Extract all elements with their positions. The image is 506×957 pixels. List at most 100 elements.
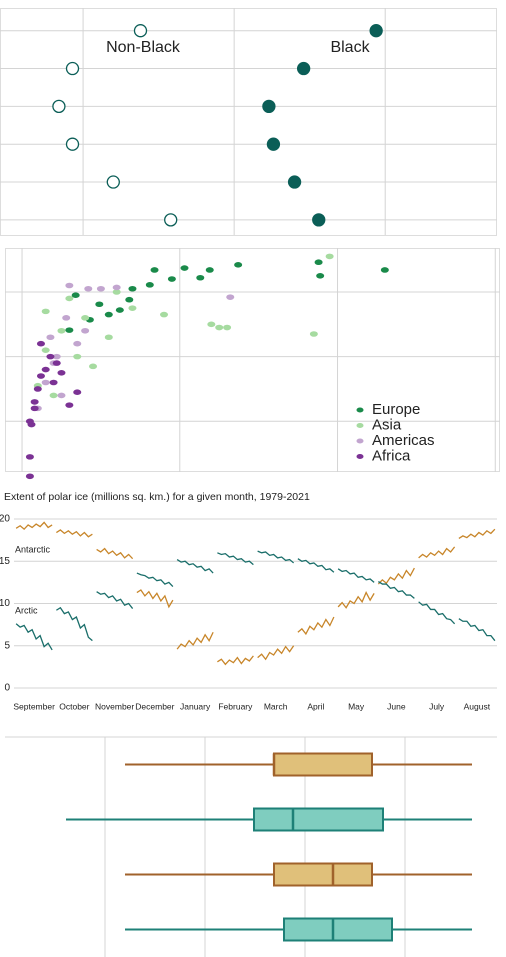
point [62,315,71,321]
legend-swatch [356,454,364,459]
x-tick-label: January [180,701,211,711]
point [325,253,334,260]
box [273,752,373,777]
point [33,386,42,392]
point [125,296,134,303]
chart-title: Extent of polar ice (millions sq. km.) f… [4,491,310,503]
box [273,862,373,887]
point [207,321,216,328]
dot [262,99,276,114]
point [65,402,74,408]
month-line [56,529,93,538]
point [41,366,50,373]
series-label: Black [330,39,370,56]
dot [266,137,281,151]
month-line [176,631,214,650]
point [234,262,243,268]
point [104,311,113,318]
month-line [96,591,134,609]
x-tick-label: June [387,701,406,711]
point [112,289,121,295]
month-line [217,655,254,666]
month-line [136,572,174,588]
point [160,311,169,318]
month-line [136,589,174,609]
point [205,267,214,273]
x-tick-label: October [59,701,89,711]
point [145,282,154,288]
point [128,285,137,292]
point [215,324,224,331]
dot [312,213,326,227]
month-line [297,616,335,636]
x-tick-label: April [307,701,324,711]
x-tick-label: December [135,701,174,711]
point [57,392,66,399]
point [65,327,74,333]
month-line [96,547,134,560]
month-line [56,606,93,642]
dot [287,175,302,189]
point [41,308,50,315]
point [81,315,90,321]
series-label: Antarctic [15,544,51,554]
y-tick-label: 5 [4,640,10,651]
dot [164,213,178,227]
point [380,267,389,273]
point [30,405,39,412]
x-tick-label: August [464,701,491,711]
month-line [217,552,254,566]
point [196,274,205,281]
point [84,285,93,292]
month-line [458,618,496,642]
point [52,353,61,360]
month-line [337,591,375,609]
box [283,917,393,942]
month-line [458,528,496,539]
point [309,331,318,337]
legend-swatch [356,423,364,428]
point [104,334,113,341]
point [65,282,74,289]
point [36,373,45,379]
point [57,327,66,334]
panel-frame [0,8,497,236]
y-tick-label: 15 [0,556,10,567]
point [57,370,66,376]
legend-swatch [356,438,364,444]
point [180,265,189,271]
panel-frame [5,248,500,472]
point [81,327,90,334]
point [73,340,82,347]
x-tick-label: February [218,701,253,711]
point [46,334,55,341]
month-line [418,601,456,625]
point [36,340,45,347]
point [73,353,82,360]
series-label: Arctic [15,605,38,615]
point [89,363,98,370]
legend-label: Americas [372,432,435,449]
point [115,307,124,313]
box [253,807,384,832]
dot [369,24,383,38]
month-line [15,521,53,531]
y-tick-label: 20 [0,514,10,525]
point [30,399,39,405]
series-label: Non-Black [106,39,181,56]
point [96,285,105,292]
legend-swatch [356,407,364,413]
point [41,379,50,386]
point [46,353,55,360]
point [150,267,159,273]
x-tick-label: July [429,701,445,711]
month-line [378,580,415,599]
point [314,259,323,266]
point [128,305,137,311]
point [223,324,232,331]
point [41,347,50,353]
dot [133,24,148,38]
legend-label: Europe [372,401,420,418]
point [226,294,235,300]
